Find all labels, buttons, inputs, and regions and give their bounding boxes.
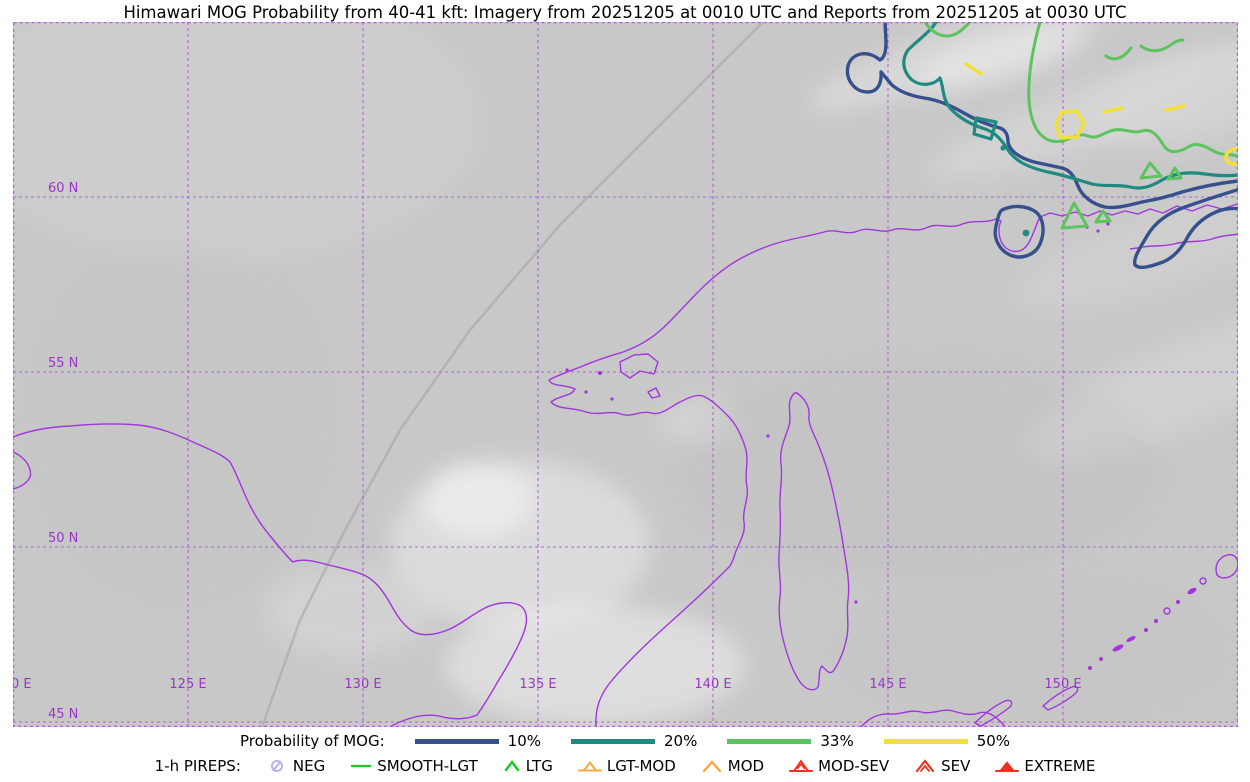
- contour-line-swatch-10pct: [414, 738, 499, 744]
- lat-label: 60 N: [48, 181, 78, 196]
- legend-item-smooth-lgt: SMOOTH-LGT: [349, 757, 478, 775]
- hokkaido-coast: [860, 709, 1006, 727]
- legend-item-extreme: EXTREME: [994, 757, 1095, 775]
- shantar-island: [619, 353, 659, 379]
- contour-line-swatch-20pct: [571, 738, 656, 744]
- map-canvas: 60 N 55 N 50 N 45 N 120 E 125 E 130 E 13…: [13, 22, 1238, 727]
- lon-label: 130 E: [344, 677, 381, 692]
- pirep-mod-icon: [702, 760, 721, 773]
- legend-label-20pct: 20%: [664, 732, 698, 750]
- legend-label-10pct: 10%: [507, 732, 542, 750]
- legend-label-extreme: EXTREME: [1024, 757, 1096, 775]
- legend-label-50pct: 50%: [976, 732, 1011, 750]
- contours-10pct: [845, 22, 1238, 270]
- grid-labels: 60 N 55 N 50 N 45 N 120 E 125 E 130 E 13…: [13, 181, 1082, 722]
- pirep-sev-icon: [915, 759, 935, 773]
- legend-item-33pct: 33%: [725, 732, 854, 750]
- probability-legend-row: Probability of MOG: 10% 20% 33%: [240, 729, 1010, 753]
- legend-item-ltg: LTG: [502, 757, 553, 775]
- kuril-islands: [1088, 553, 1238, 670]
- pirep-lgt-mod-icon: [577, 760, 602, 772]
- grid-lines: [13, 22, 1238, 727]
- iturup-island: [1042, 685, 1079, 711]
- lon-label: 125 E: [169, 677, 206, 692]
- swath-seam: [260, 22, 764, 727]
- legend-item-50pct: 50%: [882, 732, 1010, 750]
- amur-river: [13, 423, 528, 727]
- probability-legend-title: Probability of MOG:: [239, 732, 385, 750]
- legend-item-mod: MOD: [700, 757, 764, 775]
- pireps-legend-title: 1-h PIREPS:: [154, 757, 241, 775]
- pirep-smooth-lgt-icon: [351, 764, 372, 768]
- legend-label-33pct: 33%: [820, 732, 854, 750]
- contour-line-swatch-33pct: [727, 738, 812, 744]
- legend-label-lgt-mod: LGT-MOD: [606, 757, 676, 775]
- pirep-extreme-icon: [995, 761, 1020, 772]
- legend: Probability of MOG: 10% 20% 33%: [0, 729, 1250, 782]
- amur-river-lake: [13, 451, 32, 490]
- legend-item-neg: NEG: [265, 757, 325, 775]
- legend-item-mod-sev: MOD-SEV: [788, 757, 889, 775]
- legend-label-mod: MOD: [727, 757, 765, 775]
- lon-label: 150 E: [1044, 677, 1081, 692]
- legend-label-sev: SEV: [941, 757, 971, 775]
- contours-33pct: [923, 22, 1238, 230]
- lat-label: 50 N: [48, 531, 78, 546]
- legend-label-neg: NEG: [292, 757, 326, 775]
- legend-label-mod-sev: MOD-SEV: [818, 757, 890, 775]
- contour-line-swatch-50pct: [883, 738, 968, 744]
- page-title: Himawari MOG Probability from 40-41 kft:…: [123, 3, 1127, 22]
- coastlines: [13, 203, 1238, 727]
- lat-label: 45 N: [48, 707, 78, 722]
- contours-50pct: [964, 62, 1238, 166]
- map-border: [13, 22, 1238, 727]
- lat-label: 55 N: [48, 356, 78, 371]
- legend-item-10pct: 10%: [413, 732, 541, 750]
- lon-label: 140 E: [694, 677, 731, 692]
- contours-20pct: [902, 22, 1238, 237]
- sakhalin-island: [778, 392, 850, 691]
- okhotsk-north-coast: [548, 203, 1238, 727]
- legend-item-sev: SEV: [913, 757, 970, 775]
- satellite-imagery-clouds: [13, 22, 1238, 727]
- pirep-neg-icon: [270, 760, 283, 772]
- legend-item-20pct: 20%: [569, 732, 697, 750]
- lon-label: 135 E: [519, 677, 556, 692]
- satellite-map: 60 N 55 N 50 N 45 N 120 E 125 E 130 E 13…: [13, 22, 1238, 727]
- pirep-mod-sev-icon: [789, 759, 814, 772]
- pireps-legend-row: 1-h PIREPS: NEG SMOOTH-LGT: [155, 754, 1096, 778]
- kunashir-island: [974, 699, 1013, 727]
- legend-label-smooth-lgt: SMOOTH-LGT: [377, 757, 478, 775]
- legend-label-ltg: LTG: [525, 757, 553, 775]
- lon-label: 120 E: [13, 677, 32, 692]
- pirep-ltg-icon: [504, 760, 519, 772]
- legend-item-lgt-mod: LGT-MOD: [577, 757, 676, 775]
- lon-label: 145 E: [869, 677, 906, 692]
- kamchatka-lower-coast: [1129, 233, 1238, 250]
- shantar-islet: [647, 387, 661, 399]
